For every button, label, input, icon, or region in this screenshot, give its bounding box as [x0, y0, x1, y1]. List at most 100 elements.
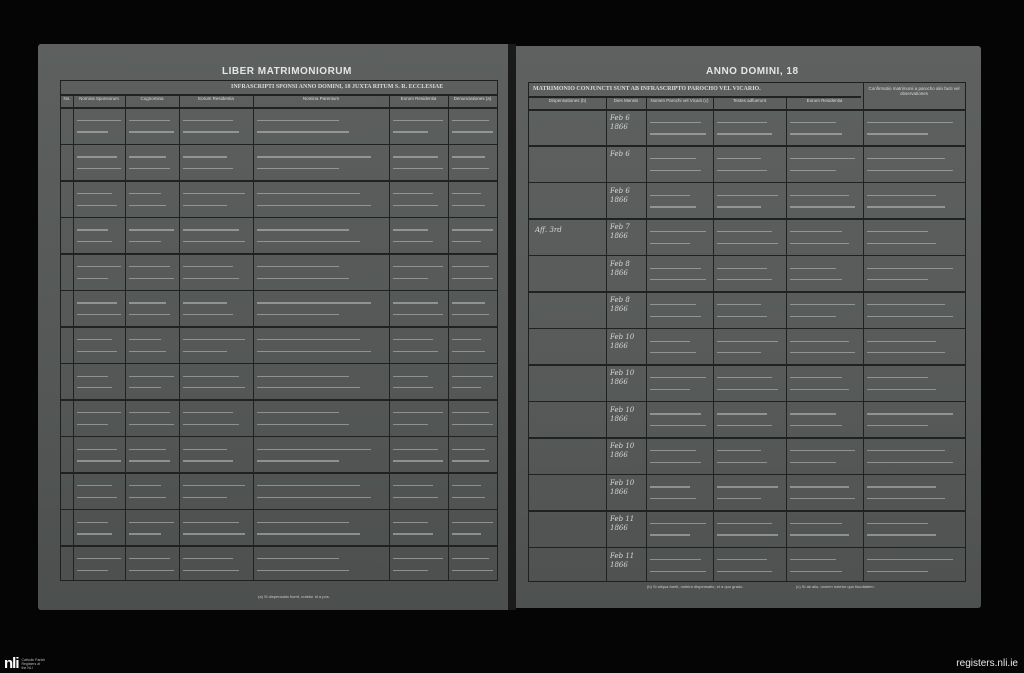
handwritten-entry [183, 314, 234, 316]
handwritten-entry [393, 387, 434, 389]
handwritten-entry [867, 522, 929, 524]
handwritten-entry [717, 158, 761, 160]
handwritten-entry [183, 460, 234, 462]
handwritten-entry [650, 461, 701, 463]
table-row: Feb 10 1866 [529, 474, 965, 510]
handwritten-entry [129, 375, 175, 377]
handwritten-entry [257, 375, 350, 377]
handwritten-entry [77, 485, 113, 487]
handwritten-entry [452, 204, 486, 206]
handwritten-entry [129, 460, 171, 462]
handwritten-entry [790, 559, 837, 561]
handwritten-entry [717, 559, 767, 561]
handwritten-entry [867, 279, 929, 281]
divider [61, 94, 497, 96]
handwritten-entry [867, 121, 953, 123]
handwritten-entry [77, 460, 121, 462]
row-divider [529, 437, 965, 439]
handwritten-entry [650, 340, 691, 342]
handwritten-entry [393, 131, 429, 133]
site-url: registers.nli.ie [956, 658, 1018, 669]
handwritten-entry [393, 412, 443, 414]
column-divider [179, 94, 180, 580]
handwritten-entry [183, 192, 246, 195]
handwritten-entry [129, 119, 171, 121]
handwritten-entry [257, 265, 339, 268]
row-divider [61, 326, 497, 328]
handwritten-entry [650, 413, 701, 415]
handwritten-entry [452, 339, 482, 341]
handwritten-entry [452, 460, 490, 462]
date-cell: Feb 6 [610, 150, 630, 159]
date-cell: Feb 8 1866 [610, 259, 630, 277]
handwritten-entry [393, 156, 438, 158]
handwritten-entry [867, 461, 953, 463]
column-header: Dispensationes (b) [548, 98, 587, 103]
right-footnote-b: (b) Si aliqua fuerit, notetur dispensati… [647, 584, 744, 589]
handwritten-entry [790, 242, 849, 244]
handwritten-entry [867, 267, 953, 269]
handwritten-entry [650, 304, 696, 306]
handwritten-entry [183, 131, 240, 133]
handwritten-entry [77, 423, 109, 425]
column-header: No. [63, 96, 71, 101]
handwritten-entry [393, 229, 429, 231]
handwritten-entry [183, 168, 234, 170]
date-cell: Feb 6 1866 [610, 114, 630, 131]
table-row [61, 180, 497, 217]
handwritten-entry [129, 496, 166, 499]
table-row [61, 290, 497, 327]
handwritten-entry [790, 121, 837, 123]
handwritten-entry [790, 352, 855, 354]
table-row [61, 363, 497, 400]
table-row: Feb 10 1866 [529, 364, 965, 400]
handwritten-entry [717, 498, 761, 500]
handwritten-entry [257, 131, 350, 133]
handwritten-entry [129, 131, 175, 133]
handwritten-entry [650, 388, 691, 390]
handwritten-entry [129, 533, 162, 535]
handwritten-entry [77, 569, 109, 572]
table-row [61, 326, 497, 363]
handwritten-entry [452, 241, 482, 243]
column-header: Nomen Parochi vel Vicarii (c) [650, 98, 709, 103]
handwritten-entry [650, 242, 691, 244]
handwritten-entry [77, 204, 117, 206]
row-divider [61, 545, 497, 547]
handwritten-entry [129, 302, 166, 304]
handwritten-entry [393, 241, 434, 243]
handwritten-entry [257, 460, 339, 462]
handwritten-entry [790, 133, 843, 135]
handwritten-entry [257, 485, 361, 487]
handwritten-entry [790, 522, 843, 524]
table-row [61, 509, 497, 546]
handwritten-entry [790, 388, 849, 390]
handwritten-entry [77, 192, 113, 195]
row-divider [529, 254, 965, 257]
handwritten-entry [129, 156, 166, 158]
handwritten-entry [867, 242, 937, 244]
handwritten-entry [717, 340, 779, 342]
handwritten-entry [183, 558, 234, 560]
handwritten-entry [790, 304, 855, 306]
handwritten-entry [650, 315, 701, 317]
handwritten-entry [393, 314, 443, 316]
handwritten-entry [650, 133, 707, 135]
handwritten-entry [257, 168, 339, 170]
handwritten-entry [183, 156, 228, 158]
handwritten-entry [452, 569, 494, 572]
column-divider [606, 96, 607, 581]
handwritten-entry [790, 498, 855, 500]
row-divider [61, 508, 497, 511]
column-divider [863, 83, 864, 581]
handwritten-entry [452, 485, 482, 487]
table-row: Feb 8 1866 [529, 291, 965, 327]
r-banner: MATRIMONIO CONJUNCTI SUNT AB INFRASCRIPT… [533, 86, 761, 92]
handwritten-entry [867, 486, 937, 488]
handwritten-entry [257, 533, 361, 535]
handwritten-entry [183, 521, 240, 523]
table-row [61, 217, 497, 254]
handwritten-entry [257, 423, 350, 425]
row-divider [529, 400, 965, 403]
handwritten-entry [717, 413, 767, 415]
